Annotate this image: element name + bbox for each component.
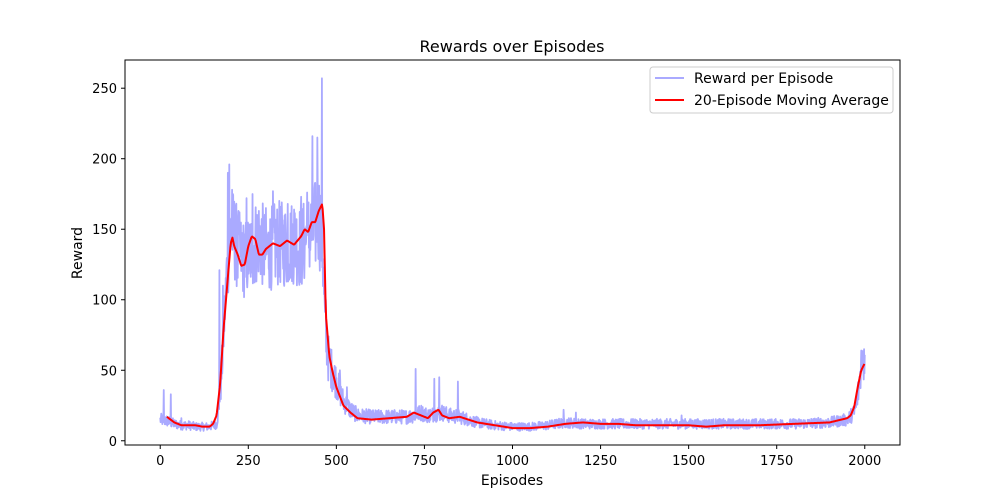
x-tick-label: 500 <box>324 454 349 469</box>
chart-title: Rewards over Episodes <box>420 37 605 56</box>
x-tick-label: 250 <box>236 454 261 469</box>
y-tick-label: 50 <box>100 364 117 379</box>
x-tick-label: 2000 <box>848 454 881 469</box>
y-tick-label: 250 <box>92 82 117 97</box>
y-tick-label: 200 <box>92 153 117 168</box>
y-tick-label: 100 <box>92 294 117 309</box>
legend-frame <box>649 66 894 114</box>
legend-label-moving-average: 20-Episode Moving Average <box>694 93 889 109</box>
plot-area <box>159 77 866 432</box>
x-tick-label: 1500 <box>672 454 705 469</box>
x-axis: 0 250 500 750 1000 1250 1500 1750 2000 <box>156 445 881 469</box>
y-tick-label: 150 <box>92 223 117 238</box>
x-tick-label: 1000 <box>496 454 529 469</box>
x-tick-label: 1750 <box>760 454 793 469</box>
legend-label-reward: Reward per Episode <box>694 71 833 87</box>
x-tick-label: 1250 <box>584 454 617 469</box>
series-moving-average-line <box>166 203 866 430</box>
y-axis: 0 50 100 150 200 250 <box>92 82 125 450</box>
y-tick-label: 0 <box>109 435 117 450</box>
x-tick-label: 0 <box>156 454 164 469</box>
x-tick-label: 750 <box>412 454 437 469</box>
y-axis-label: Reward <box>70 227 86 279</box>
x-axis-label: Episodes <box>481 473 543 489</box>
legend: Reward per Episode 20-Episode Moving Ave… <box>649 66 894 114</box>
